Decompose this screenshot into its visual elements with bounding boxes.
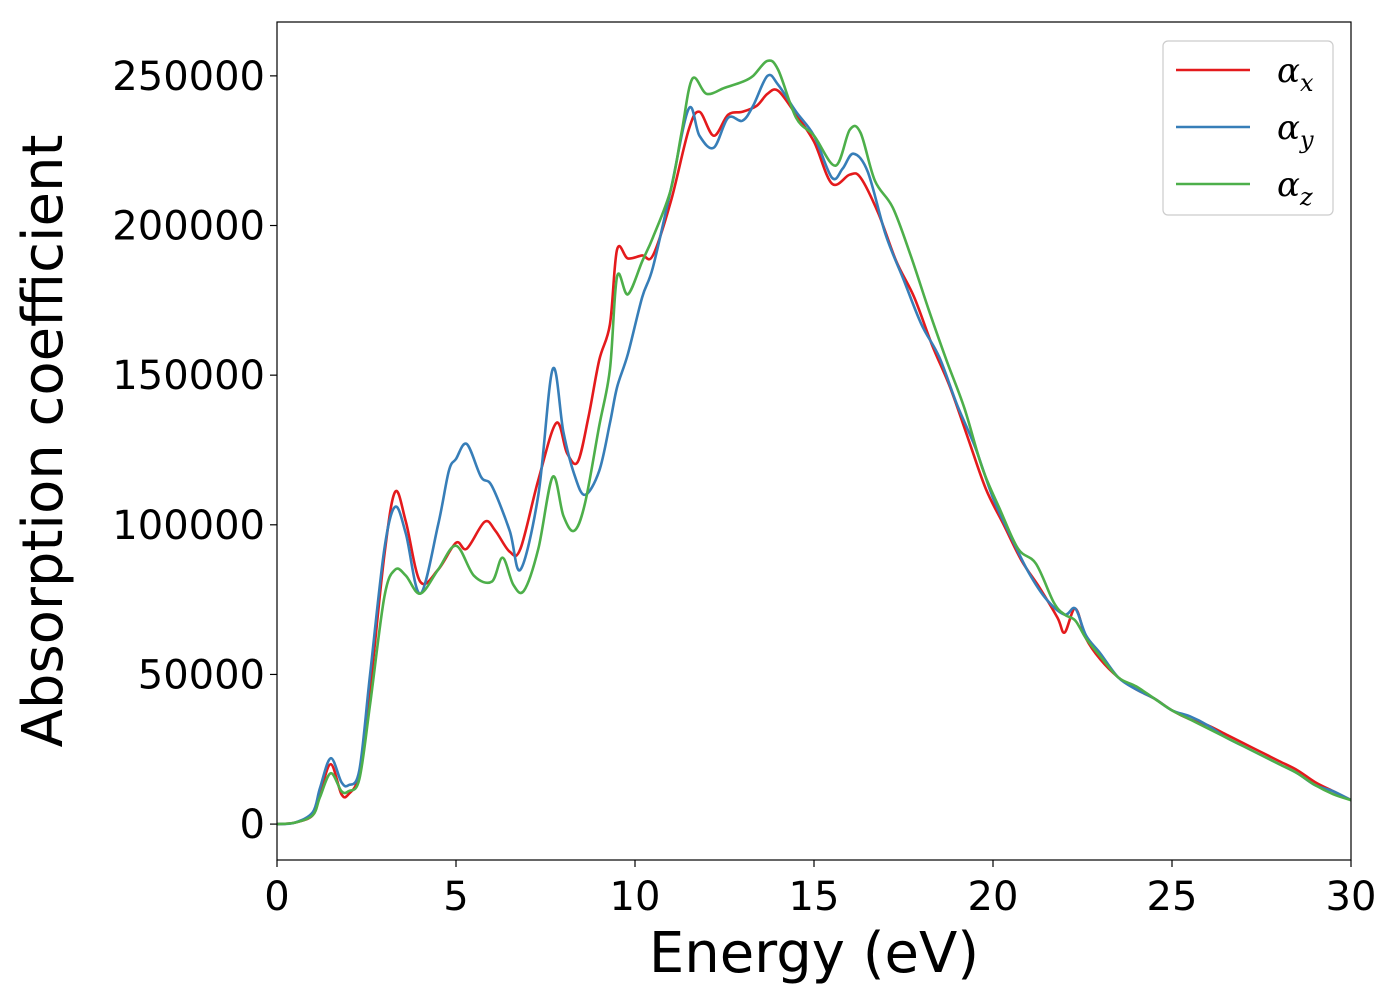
- x-tick-label: 15: [789, 874, 840, 920]
- y-tick-label: 100000: [112, 503, 265, 549]
- y-tick-label: 150000: [112, 353, 265, 399]
- y-axis-label: Absorption coefficient: [11, 135, 76, 748]
- y-axis: 0 50000 100000 150000 200000 250000: [112, 54, 277, 848]
- legend-label-y: αy: [1277, 108, 1314, 154]
- series-line-z: [277, 59, 1351, 826]
- x-tick-label: 10: [610, 874, 661, 920]
- y-tick-label: 200000: [112, 204, 265, 250]
- legend: αx αy αz: [1162, 40, 1334, 216]
- x-tick-label: 30: [1326, 874, 1377, 920]
- y-tick-label: 0: [240, 802, 265, 848]
- legend-label-z: αz: [1277, 165, 1313, 211]
- y-tick-label: 250000: [112, 54, 265, 100]
- x-axis-label: Energy (eV): [649, 921, 979, 986]
- y-tick-label: 50000: [138, 652, 265, 698]
- x-tick-label: 5: [443, 874, 468, 920]
- series-layer: [277, 59, 1351, 826]
- x-axis: 0 5 10 15 20 25 30: [264, 860, 1376, 920]
- x-tick-label: 0: [264, 874, 289, 920]
- x-tick-label: 25: [1147, 874, 1198, 920]
- legend-label-x: αx: [1277, 51, 1314, 97]
- x-tick-label: 20: [968, 874, 1019, 920]
